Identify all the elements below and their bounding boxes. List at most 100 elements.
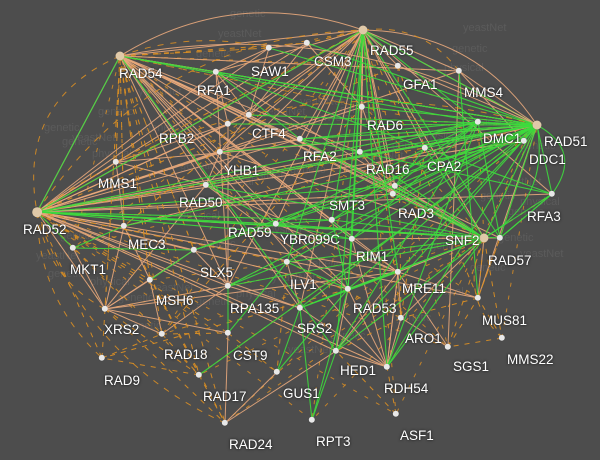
node-ARO1[interactable]	[397, 314, 405, 322]
edge-arc-physical	[483, 124, 540, 239]
node-label-RAD3: RAD3	[398, 206, 435, 221]
edge-physical	[275, 124, 538, 225]
node-CST9[interactable]	[224, 329, 232, 337]
edge-yeastNet	[400, 147, 426, 319]
node-RAD6[interactable]	[358, 103, 366, 111]
edge-genetic	[224, 371, 278, 424]
node-label-SAW1: SAW1	[251, 64, 289, 79]
node-label-XRS2: XRS2	[104, 322, 140, 337]
node-label-RAD18: RAD18	[164, 347, 208, 362]
edge-physical	[347, 237, 485, 290]
node-RAD53[interactable]	[344, 285, 352, 293]
edge-yeastNet	[362, 29, 479, 299]
edge-genetic	[119, 29, 364, 57]
edge-physical	[351, 124, 538, 240]
node-ASF1[interactable]	[392, 410, 400, 418]
node-RIM1[interactable]	[348, 235, 356, 243]
node-SLX5[interactable]	[190, 246, 198, 254]
node-RAD51[interactable]	[532, 120, 542, 130]
edge-physical	[335, 121, 479, 352]
edge-yeastNet	[101, 288, 349, 359]
node-RAD16[interactable]	[356, 148, 364, 156]
node-label-DDC1: DDC1	[529, 152, 566, 167]
node-RFA2[interactable]	[296, 135, 304, 143]
node-RPA135[interactable]	[224, 282, 232, 290]
edge-physical	[119, 55, 479, 123]
node-RPT3[interactable]	[308, 416, 316, 424]
edge-physical	[275, 223, 485, 239]
node-RPB2[interactable]	[224, 120, 232, 128]
node-RFA3[interactable]	[548, 190, 556, 198]
node-label-SNF2: SNF2	[445, 233, 480, 248]
node-YBR099C[interactable]	[328, 216, 336, 224]
edge-physical	[205, 184, 277, 225]
node-HED1[interactable]	[332, 347, 340, 355]
node-MRE11[interactable]	[394, 268, 402, 276]
node-CTF4[interactable]	[245, 111, 253, 119]
node-RAD59[interactable]	[272, 220, 280, 228]
node-GUS1[interactable]	[273, 368, 281, 376]
edge-physical	[483, 124, 538, 239]
node-MSH6[interactable]	[146, 276, 154, 284]
node-MEC3[interactable]	[120, 222, 128, 230]
node-MKT1[interactable]	[69, 244, 77, 252]
node-label-RAD53: RAD53	[353, 301, 397, 316]
node-MUS81[interactable]	[474, 294, 482, 302]
edge-physical	[394, 185, 485, 239]
node-MMS1[interactable]	[112, 158, 120, 166]
edge-genetic	[248, 29, 364, 116]
edge-yeastNet	[477, 297, 503, 339]
node-label-RAD24: RAD24	[229, 437, 273, 452]
node-RFA1[interactable]	[212, 68, 220, 76]
node-CPA2[interactable]	[421, 144, 429, 152]
edge-physical	[36, 29, 364, 213]
edge-physical	[193, 124, 538, 251]
node-RAD50[interactable]	[202, 181, 210, 189]
node-label-RAD54: RAD54	[119, 66, 163, 81]
node-label-RPT3: RPT3	[316, 434, 351, 449]
node-RAD3[interactable]	[389, 190, 397, 198]
node-RDH54[interactable]	[383, 363, 391, 371]
node-RAD54[interactable]	[115, 51, 125, 61]
edge-yeastNet	[36, 211, 229, 334]
edge-yeastNet	[123, 225, 226, 424]
edge-physical	[477, 121, 501, 239]
edge-physical	[36, 211, 74, 249]
edge-physical	[499, 193, 553, 239]
edge-genetic	[362, 29, 396, 187]
node-SNF2[interactable]	[479, 233, 489, 243]
node-MMS4[interactable]	[455, 67, 463, 75]
node-CSM3[interactable]	[303, 39, 311, 47]
node-RAD9[interactable]	[98, 354, 106, 362]
node-SAW1[interactable]	[265, 44, 273, 52]
node-MMS22[interactable]	[498, 334, 506, 342]
node-RAD24[interactable]	[221, 419, 229, 427]
node-RAD55[interactable]	[358, 25, 368, 35]
node-label-MUS81: MUS81	[482, 313, 528, 328]
node-RAD52[interactable]	[32, 207, 42, 217]
node-RAD17[interactable]	[195, 371, 203, 379]
edge-genetic	[215, 71, 229, 287]
node-RAD57[interactable]	[496, 234, 504, 242]
node-DDC1[interactable]	[520, 137, 528, 145]
node-label-MKT1: MKT1	[70, 262, 107, 277]
node-YHB1[interactable]	[216, 148, 224, 156]
node-RAD18[interactable]	[158, 330, 166, 338]
edge-yeastNet	[397, 65, 402, 319]
node-SMT3[interactable]	[391, 182, 399, 190]
edge-physical	[299, 121, 479, 140]
node-SGS1[interactable]	[444, 343, 452, 351]
node-label-RPB2: RPB2	[159, 131, 195, 146]
node-XRS2[interactable]	[101, 305, 109, 313]
node-label-RFA2: RFA2	[303, 149, 337, 164]
edge-yeastNet	[104, 308, 200, 376]
node-ILV1[interactable]	[283, 258, 291, 266]
node-DMC1[interactable]	[474, 118, 482, 126]
node-SRS2[interactable]	[296, 304, 304, 312]
edge-physical	[227, 261, 288, 287]
edge-genetic	[36, 47, 270, 213]
node-GFA1[interactable]	[394, 62, 402, 70]
edge-genetic	[359, 106, 363, 153]
